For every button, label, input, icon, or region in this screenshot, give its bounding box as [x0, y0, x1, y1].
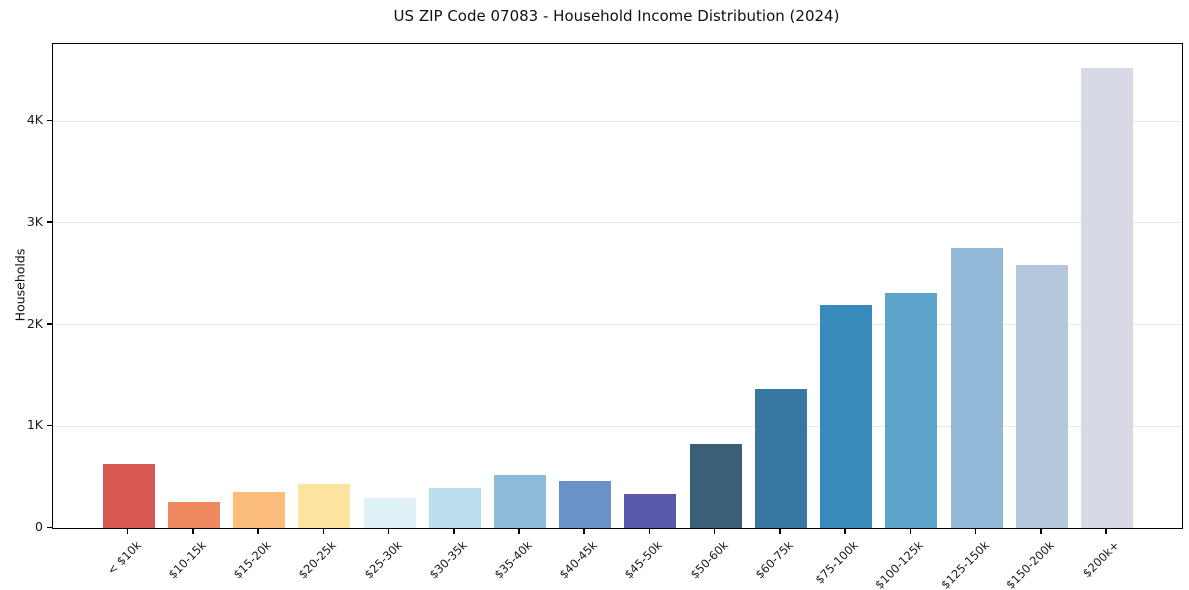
x-tick-mark-$200k+ [1105, 528, 1107, 534]
chart-title: US ZIP Code 07083 - Household Income Dis… [393, 7, 840, 25]
x-tick-mark-< $10k [126, 528, 129, 534]
bar-$75-100k [820, 305, 873, 528]
x-tick-mark-$35-40k [518, 528, 520, 534]
x-tick-label-$35-40k: $35-40k [491, 538, 535, 582]
gridline-1K [53, 425, 1182, 427]
y-axis-label: Households [12, 248, 28, 322]
bar-$10-15k [167, 501, 220, 528]
bar-$35-40k [493, 474, 546, 528]
x-tick-mark-$150-200k [1040, 528, 1042, 534]
x-tick-label-$30-35k: $30-35k [426, 538, 470, 582]
x-tick-label-$40-45k: $40-45k [556, 538, 601, 582]
x-tick-mark-$50-60k [713, 528, 716, 534]
x-tick-label-$10-15k: $10-15k [165, 538, 209, 582]
x-tick-mark-$20-25k [322, 528, 325, 534]
bar-< $10k [102, 463, 155, 528]
y-tick-mark-0 [47, 526, 52, 528]
x-tick-label-$125-150k: $125-150k [937, 538, 992, 590]
x-tick-mark-$40-45k [583, 528, 585, 534]
x-tick-label-$25-30k: $25-30k [360, 538, 405, 582]
y-tick-mark-3K [47, 221, 52, 223]
bar-$50-60k [689, 443, 742, 528]
y-tick-label-4K: 4K [26, 112, 43, 128]
x-tick-mark-$75-100k [844, 528, 846, 534]
y-tick-label-2K: 2K [26, 315, 43, 331]
x-tick-mark-$25-30k [387, 528, 390, 534]
y-tick-label-1K: 1K [26, 417, 43, 433]
bar-$45-50k [624, 493, 677, 528]
x-tick-mark-$125-150k [974, 528, 977, 534]
x-tick-label-$150-200k: $150-200k [1002, 538, 1057, 590]
bar-$25-30k [363, 497, 416, 528]
bar-$150-200k [1015, 264, 1068, 528]
bar-$200k+ [1081, 68, 1134, 528]
y-tick-label-3K: 3K [26, 213, 43, 229]
x-tick-mark-$60-75k [779, 528, 781, 534]
gridline-3K [53, 222, 1182, 224]
bar-$125-150k [950, 248, 1003, 528]
y-tick-mark-2K [47, 323, 52, 325]
x-tick-mark-$45-50k [648, 528, 651, 534]
y-tick-label-0: 0 [35, 519, 43, 534]
bar-$15-20k [233, 492, 286, 528]
x-tick-mark-$10-15k [192, 528, 194, 534]
gridline-2K [53, 324, 1182, 326]
x-tick-label-< $10k: < $10k [103, 538, 144, 578]
x-tick-mark-$100-125k [909, 528, 912, 534]
gridline-4K [53, 120, 1182, 122]
x-tick-label-$75-100k: $75-100k [812, 538, 862, 587]
x-tick-label-$50-60k: $50-60k [687, 538, 731, 582]
bar-$100-125k [885, 293, 938, 528]
y-tick-mark-1K [47, 424, 52, 427]
x-tick-label-$200k+: $200k+ [1079, 538, 1122, 581]
x-tick-label-$45-50k: $45-50k [621, 538, 666, 582]
bar-$40-45k [559, 481, 612, 528]
plot-area [52, 43, 1183, 529]
x-tick-label-$15-20k: $15-20k [230, 538, 274, 582]
bar-$60-75k [754, 388, 807, 528]
bar-$20-25k [298, 483, 351, 528]
x-tick-label-$60-75k: $60-75k [752, 538, 796, 582]
bar-$30-35k [428, 488, 481, 528]
x-tick-mark-$30-35k [453, 528, 455, 534]
x-tick-label-$20-25k: $20-25k [295, 538, 340, 582]
y-tick-mark-4K [47, 119, 52, 122]
x-tick-label-$100-125k: $100-125k [872, 538, 927, 590]
x-tick-mark-$15-20k [257, 528, 259, 534]
